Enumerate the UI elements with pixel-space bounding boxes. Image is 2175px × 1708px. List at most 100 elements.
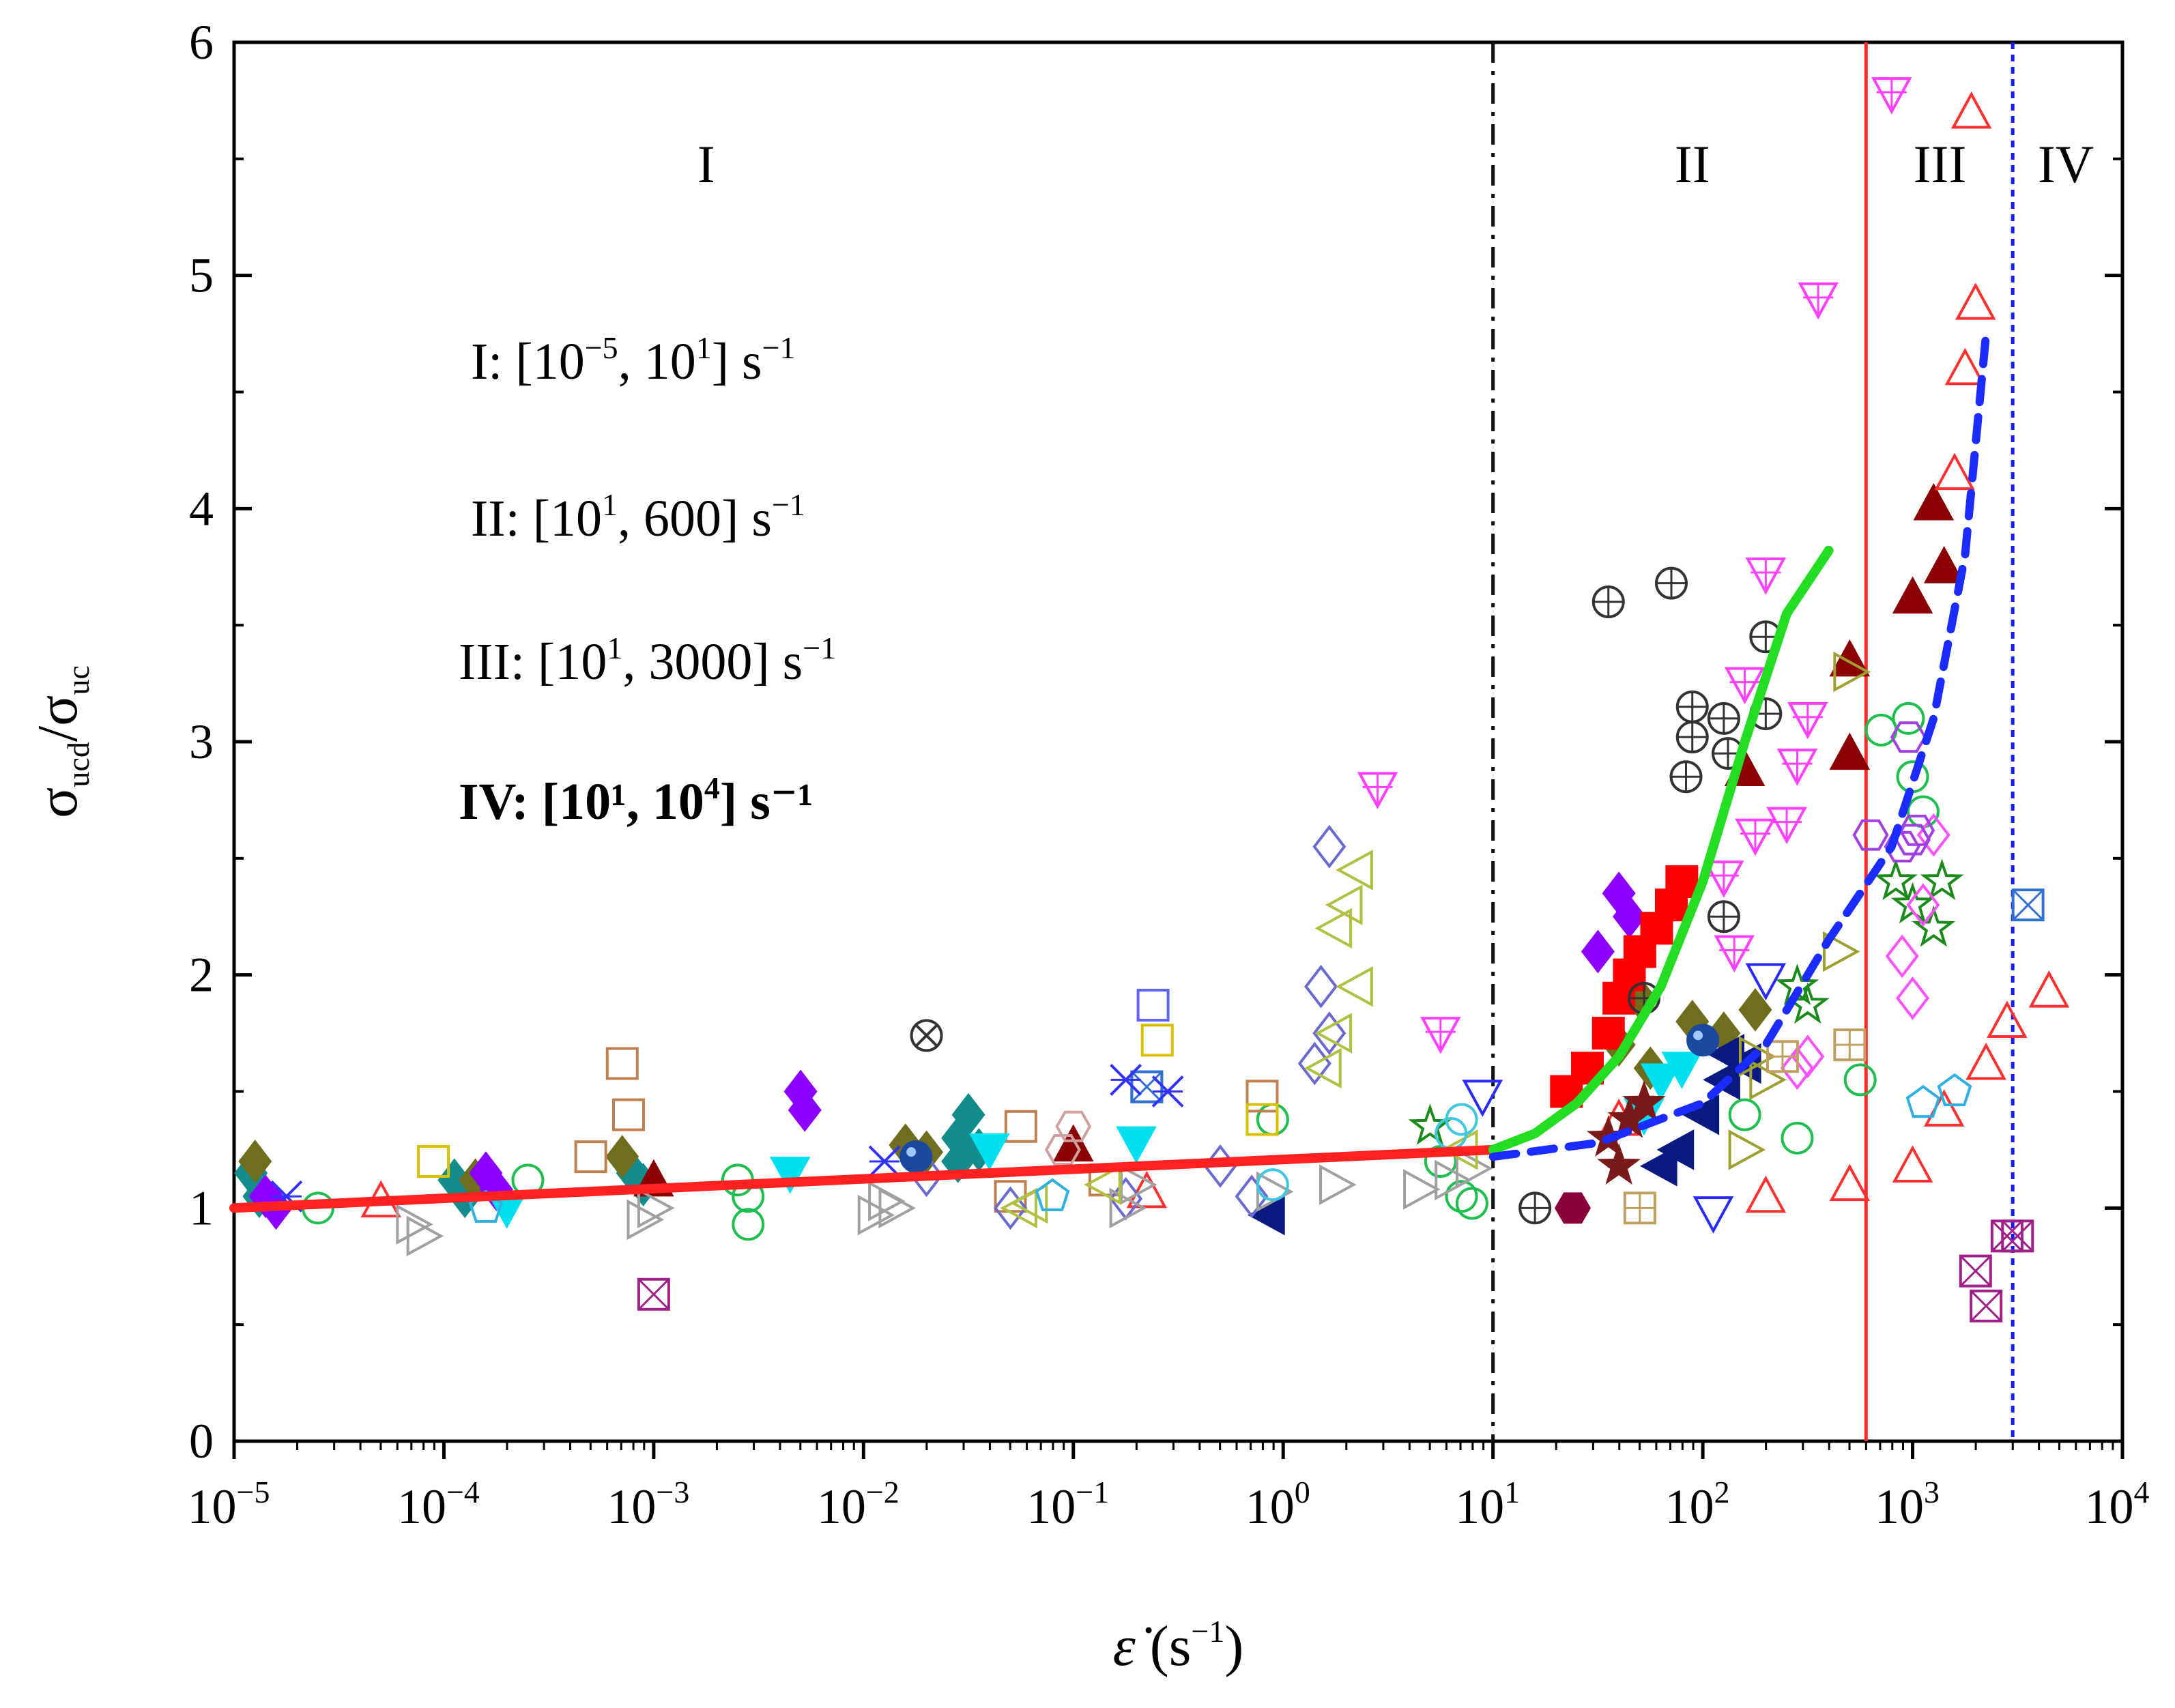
x-axis-title: ε̇ (s−1) (1113, 1614, 1244, 1678)
point-open-pentagon-cyan-3 (1905, 1084, 1941, 1118)
point-plus-square-tan-1 (1766, 1040, 1799, 1073)
y-tick-label: 2 (189, 948, 214, 1002)
point-open-pentagon-cyan-2 (1937, 1073, 1972, 1107)
point-open-triangle-right-gray-2 (626, 1199, 665, 1241)
point-filled-square-red-2 (1591, 1017, 1625, 1050)
point-open-diamond-blue-6 (994, 1186, 1028, 1230)
point-filled-diamond-olive-10 (1738, 988, 1772, 1032)
point-open-diamond-blue-1 (1304, 964, 1338, 1009)
point-filled-down-triangle-cyan-2 (969, 1133, 1010, 1171)
point-filled-diamond-teal-9 (941, 1140, 975, 1183)
point-open-circle-green-4 (732, 1208, 765, 1241)
point-open-triangle-left-olive-3 (1336, 966, 1373, 1007)
point-open-circle-green-5 (1256, 1103, 1289, 1136)
point-star-brown-3 (1622, 1080, 1666, 1122)
point-open-square-yellow-0 (417, 1145, 450, 1178)
point-open-triangle-red-3 (1745, 1175, 1787, 1213)
point-open-circle-green-6 (1424, 1145, 1457, 1178)
point-filled-diamond-purple-5 (788, 1088, 822, 1132)
point-open-triangle-left-olive-4 (1314, 1013, 1353, 1054)
range-label-3: III: [101, 3000] s−1 (459, 631, 836, 691)
point-open-down-triangle-magenta-5 (1735, 818, 1776, 856)
point-open-hexagon-purple-2 (1899, 814, 1935, 846)
point-open-triangle-red-11 (1965, 1042, 2006, 1080)
point-open-triangle-left-olive-8 (1084, 1164, 1121, 1205)
point-open-hexagon-pink-0 (1055, 1110, 1092, 1142)
region-label-IV: IV (2038, 134, 2094, 194)
fit-line-region-I (229, 1144, 1498, 1213)
point-open-circle-green-9 (1728, 1098, 1761, 1131)
point-open-diamond-blue-3 (1297, 1041, 1331, 1086)
point-open-triangle-right-gray-13 (1455, 1148, 1493, 1189)
point-filled-diamond-teal-7 (951, 1092, 985, 1137)
point-open-circle-green-12 (1892, 701, 1925, 735)
point-crossed-square-2 (1970, 1289, 2003, 1322)
point-open-star-green-3 (1874, 858, 1918, 901)
point-open-square-tan-3 (1004, 1110, 1037, 1143)
point-crossed-circle-gray-10 (1707, 900, 1740, 933)
point-open-triangle-red-4 (1829, 1163, 1871, 1202)
point-filled-ball-blue-1 (1686, 1024, 1720, 1057)
point-open-square-tan-1 (611, 1098, 645, 1131)
point-filled-diamond-purple-8 (1581, 929, 1615, 974)
point-crossed-square-1 (1959, 1254, 1992, 1288)
point-filled-diamond-olive-2 (605, 1135, 639, 1179)
point-filled-diamond-purple-8 (1581, 929, 1615, 974)
point-open-triangle-red-7 (1944, 347, 1986, 386)
point-open-diamond-magenta-5 (1906, 883, 1940, 927)
point-crossed-circle-gray-6 (1707, 701, 1740, 735)
point-crossed-square-4-cross-b (2002, 1220, 2034, 1252)
point-star-brown-3 (1622, 1080, 1666, 1122)
point-open-square-tan-6 (1245, 1080, 1279, 1113)
x-tick-label: 10−1 (1026, 1475, 1109, 1534)
point-crossed-circle-dark-0 (910, 1019, 943, 1052)
point-open-down-triangle-magenta-8 (1703, 860, 1744, 898)
point-open-circle-green-14 (1906, 795, 1940, 828)
point-open-triangle-red-5 (1892, 1145, 1933, 1183)
point-crossed-square-4 (2001, 1219, 2034, 1253)
point-crossed-circle-gray-1 (1591, 585, 1625, 618)
point-open-triangle-right-gray-0 (396, 1204, 433, 1245)
point-open-hexagon-pink-1 (1044, 1133, 1081, 1166)
fit-curve-region-II (1488, 545, 1834, 1155)
point-filled-triangle-left-navy-2 (1656, 1129, 1695, 1170)
point-open-square-yellow-2 (1245, 1103, 1279, 1136)
plot-frame (232, 40, 2124, 1443)
point-open-triangle-red-12 (1987, 1000, 2028, 1038)
point-open-triangle-red-1 (1126, 1170, 1168, 1208)
point-plus-square-tan-0 (1623, 1191, 1656, 1225)
point-open-triangle-red-10 (1950, 91, 1992, 129)
point-open-triangle-right-gray-10 (1319, 1164, 1357, 1205)
point-open-circle-green-14 (1906, 795, 1940, 828)
point-plus-square-tan-2 (1833, 1028, 1867, 1062)
point-open-hexagon-pink-0 (1055, 1110, 1092, 1142)
point-open-down-triangle-magenta-2 (1798, 282, 1839, 320)
point-open-triangle-right-gray-4 (857, 1194, 895, 1236)
point-open-down-triangle-blue-0 (1693, 1196, 1734, 1234)
point-crossed-square-blue-0 (2011, 888, 2045, 922)
point-crossed-square-1 (1959, 1254, 1992, 1288)
point-open-triangle-right-gray-1 (406, 1215, 444, 1257)
point-open-star-green-0 (1408, 1103, 1452, 1145)
point-filled-triangle-left-navy-1 (1640, 1146, 1677, 1187)
point-open-circle-green-6 (1424, 1145, 1457, 1178)
y-axis-title: σucd/σuc (26, 665, 96, 818)
point-open-circle-cyan-0 (1256, 1168, 1289, 1202)
point-filled-ball-blue-1 (1686, 1024, 1720, 1057)
point-crossed-square-0 (637, 1277, 670, 1311)
point-open-triangle-red-8 (1955, 283, 1996, 320)
region-label-II: II (1675, 134, 1710, 194)
point-open-triangle-right-gray-6 (878, 1187, 917, 1229)
point-open-diamond-blue-8 (1235, 1174, 1269, 1219)
point-open-circle-green-15 (1864, 713, 1898, 747)
point-open-hexagon-purple-0 (1884, 830, 1920, 863)
point-open-circle-cyan-0 (1256, 1168, 1289, 1202)
point-star-brown-2 (1607, 1096, 1652, 1138)
x-tick-label: 10−5 (188, 1475, 270, 1534)
point-open-triangle-left-olive-8 (1084, 1164, 1121, 1205)
point-x-mark-blue-2 (1110, 1064, 1142, 1096)
point-open-circle-green-8 (1455, 1187, 1488, 1220)
point-open-diamond-magenta-5 (1906, 883, 1940, 927)
point-open-triangle-right-gray-8 (1120, 1164, 1157, 1205)
point-crossed-square-2 (1970, 1289, 2003, 1322)
